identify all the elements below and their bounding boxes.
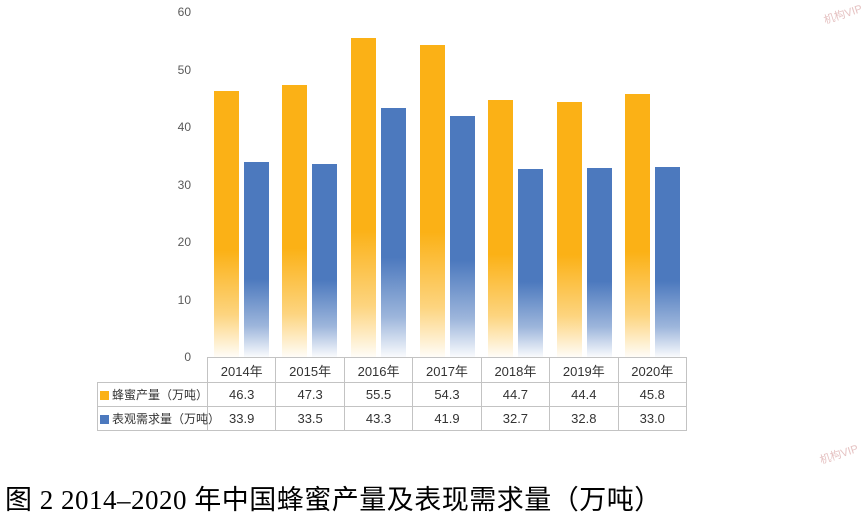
value-demand-2016年: 43.3 — [343, 406, 414, 431]
bar-production-2020年 — [625, 93, 651, 357]
bar-production-2019年 — [556, 101, 582, 357]
bar-group-2018年 — [481, 12, 550, 357]
value-demand-2017年: 41.9 — [412, 406, 482, 431]
y-axis-tick-50: 50 — [177, 62, 191, 77]
bar-demand-2014年 — [243, 162, 269, 357]
y-axis-tick-0: 0 — [184, 350, 191, 364]
y-axis-tick-60: 60 — [177, 5, 191, 19]
table-year-row: 2014年 2015年 2016年 2017年 2018年 2019年 2020年 — [98, 357, 688, 383]
bar-demand-2020年 — [655, 167, 681, 357]
y-axis-tick-10: 10 — [177, 292, 191, 307]
plot-row: 0 10 20 30 40 50 60 — [97, 5, 687, 364]
value-demand-2014年: 33.9 — [206, 406, 277, 431]
value-demand-2020年: 33.0 — [617, 406, 688, 431]
legend-cell-demand: 表观需求量（万吨） — [97, 406, 220, 431]
y-axis: 0 10 20 30 40 50 60 — [97, 5, 207, 364]
value-production-2014年: 46.3 — [206, 382, 277, 407]
value-production-2016年: 55.5 — [343, 382, 414, 407]
bar-production-2014年 — [213, 90, 239, 357]
year-cell-2014年: 2014年 — [206, 357, 277, 383]
data-table: 2014年 2015年 2016年 2017年 2018年 2019年 2020年 蜂蜜产量（… — [97, 357, 688, 431]
bar-production-2016年 — [350, 37, 376, 357]
bar-group-2017年 — [413, 12, 482, 357]
bar-group-2015年 — [276, 12, 345, 357]
watermark-bottom: 机构VIP — [818, 443, 861, 467]
table-series-row-production: 蜂蜜产量（万吨） 46.3 47.3 55.5 54.3 44.7 44.4 45.8 — [97, 382, 688, 407]
value-production-2018年: 44.7 — [480, 382, 551, 407]
bar-production-2017年 — [419, 44, 445, 357]
data-table-body: 2014年 2015年 2016年 2017年 2018年 2019年 2020年 蜂蜜产量（… — [97, 357, 688, 431]
year-cell-2016年: 2016年 — [343, 357, 414, 383]
value-production-2017年: 54.3 — [412, 382, 482, 407]
bar-production-2015年 — [282, 85, 308, 357]
value-production-2020年: 45.8 — [617, 382, 688, 407]
value-production-2019年: 44.4 — [549, 382, 619, 407]
bar-group-2019年 — [550, 12, 619, 357]
bar-demand-2017年 — [449, 116, 475, 357]
year-cell-2015年: 2015年 — [275, 357, 345, 383]
legend-swatch-production — [100, 391, 109, 400]
bar-demand-2019年 — [586, 168, 612, 357]
bar-group-2014年 — [207, 12, 276, 357]
year-cell-2018年: 2018年 — [480, 357, 551, 383]
plot-area — [207, 12, 687, 357]
y-axis-tick-30: 30 — [177, 177, 191, 192]
y-axis-tick-40: 40 — [177, 120, 191, 134]
bar-group-2020年 — [618, 12, 687, 357]
bar-demand-2015年 — [312, 164, 338, 357]
bar-group-2016年 — [344, 12, 413, 357]
value-demand-2015年: 33.5 — [275, 406, 345, 431]
legend-label-demand: 表观需求量（万吨） — [112, 412, 221, 426]
value-demand-2019年: 32.8 — [549, 406, 619, 431]
table-series-row-demand: 表观需求量（万吨） 33.9 33.5 43.3 41.9 32.7 32.8 33.0 — [97, 406, 688, 431]
watermark-top: 机构VIP — [822, 3, 865, 27]
year-cell-2017年: 2017年 — [412, 357, 482, 383]
bar-chart: 0 10 20 30 40 50 60 2014年 2015年 2016年 2017年 2018年 2… — [97, 5, 688, 431]
y-axis-tick-20: 20 — [177, 235, 191, 249]
value-demand-2018年: 32.7 — [480, 406, 551, 431]
legend-label-production: 蜂蜜产量（万吨） — [112, 388, 209, 402]
year-cell-2019年: 2019年 — [549, 357, 619, 383]
value-production-2015年: 47.3 — [275, 382, 345, 407]
year-cell-2020年: 2020年 — [617, 357, 688, 383]
bar-demand-2016年 — [380, 108, 406, 357]
legend-cell-production: 蜂蜜产量（万吨） — [97, 382, 209, 407]
bar-production-2018年 — [488, 99, 514, 357]
bar-demand-2018年 — [518, 168, 544, 357]
figure-caption: 图 2 2014–2020 年中国蜂蜜产量及表现需求量（万吨） — [5, 485, 662, 515]
legend-swatch-demand — [100, 415, 109, 424]
